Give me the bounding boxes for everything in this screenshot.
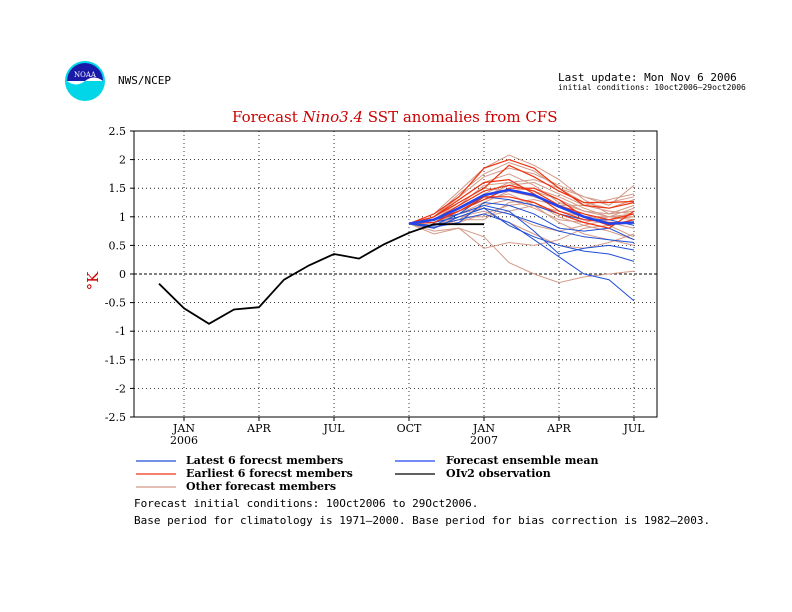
other-member-4 [408,210,635,249]
grid [134,131,657,417]
initial-conditions: initial conditions: 10oct2006–29oct2006 [558,83,746,92]
legend-earliest: Earliest 6 forecst members [186,467,353,480]
x-tick-label-5: APR [546,422,571,435]
x-tick-year-0: 2006 [170,434,198,447]
earliest-member-5 [408,196,635,229]
x-tick-label-1: APR [246,422,271,435]
y-tick-label-1: -2 [115,382,126,395]
y-tick-label-0: -2.5 [105,411,126,424]
earliest-member-2 [408,164,635,225]
x-tick-year-4: 2007 [470,434,498,447]
latest-member-4 [408,207,635,243]
latest-member-3 [408,213,635,302]
y-tick-labels: -2.5 -2 -1.5 -1 -0.5 0 0.5 1 1.5 2 2.5 [105,125,134,424]
x-tick-label-6: JUL [623,422,646,435]
y-tick-label-5: 0 [119,268,126,281]
legend-latest: Latest 6 forecst members [186,454,344,467]
legend-other: Other forecast members [186,480,337,493]
chart-title: Forecast Nino3.4 SST anomalies from CFS [232,108,558,126]
y-tick-label-3: -1 [115,325,126,338]
x-tick-label-4: JAN [472,422,495,435]
y-tick-label-4: -0.5 [105,297,126,310]
footer-initial-conditions: Forecast initial conditions: 10Oct2006 t… [134,497,479,510]
title-index: Nino3.4 [302,108,363,126]
x-tick-label-3: OCT [397,422,422,435]
y-tick-label-2: -1.5 [105,354,126,367]
legend-mean: Forecast ensemble mean [446,454,599,467]
other-member-6 [408,223,635,284]
title-suffix: SST anomalies from CFS [367,108,558,126]
ensemble-mean [408,188,635,226]
logo-text: NOAA [74,71,97,79]
footer-base-period: Base period for climatology is 1971–2000… [134,514,711,527]
y-tick-label-8: 1.5 [109,182,127,195]
y-axis-label: °K [84,271,102,291]
y-tick-label-9: 2 [119,154,126,167]
y-tick-label-6: 0.5 [109,239,127,252]
x-tick-label-2: JUL [323,422,346,435]
agency-label: NWS/NCEP [118,74,171,87]
legend [136,460,435,488]
legend-obs: OIv2 observation [446,467,551,480]
earliest-member-1 [408,158,635,225]
noaa-logo: NOAA [65,61,105,101]
y-tick-label-7: 1 [119,211,126,224]
observation [158,223,484,325]
other-member-17 [408,207,635,232]
observation-line [158,223,484,325]
y-tick-label-10: 2.5 [109,125,127,138]
other-member-5 [408,223,635,249]
last-update: Last update: Mon Nov 6 2006 [558,71,737,84]
title-prefix: Forecast [232,108,298,126]
mean-line [408,188,635,226]
x-tick-label-0: JAN [172,422,195,435]
